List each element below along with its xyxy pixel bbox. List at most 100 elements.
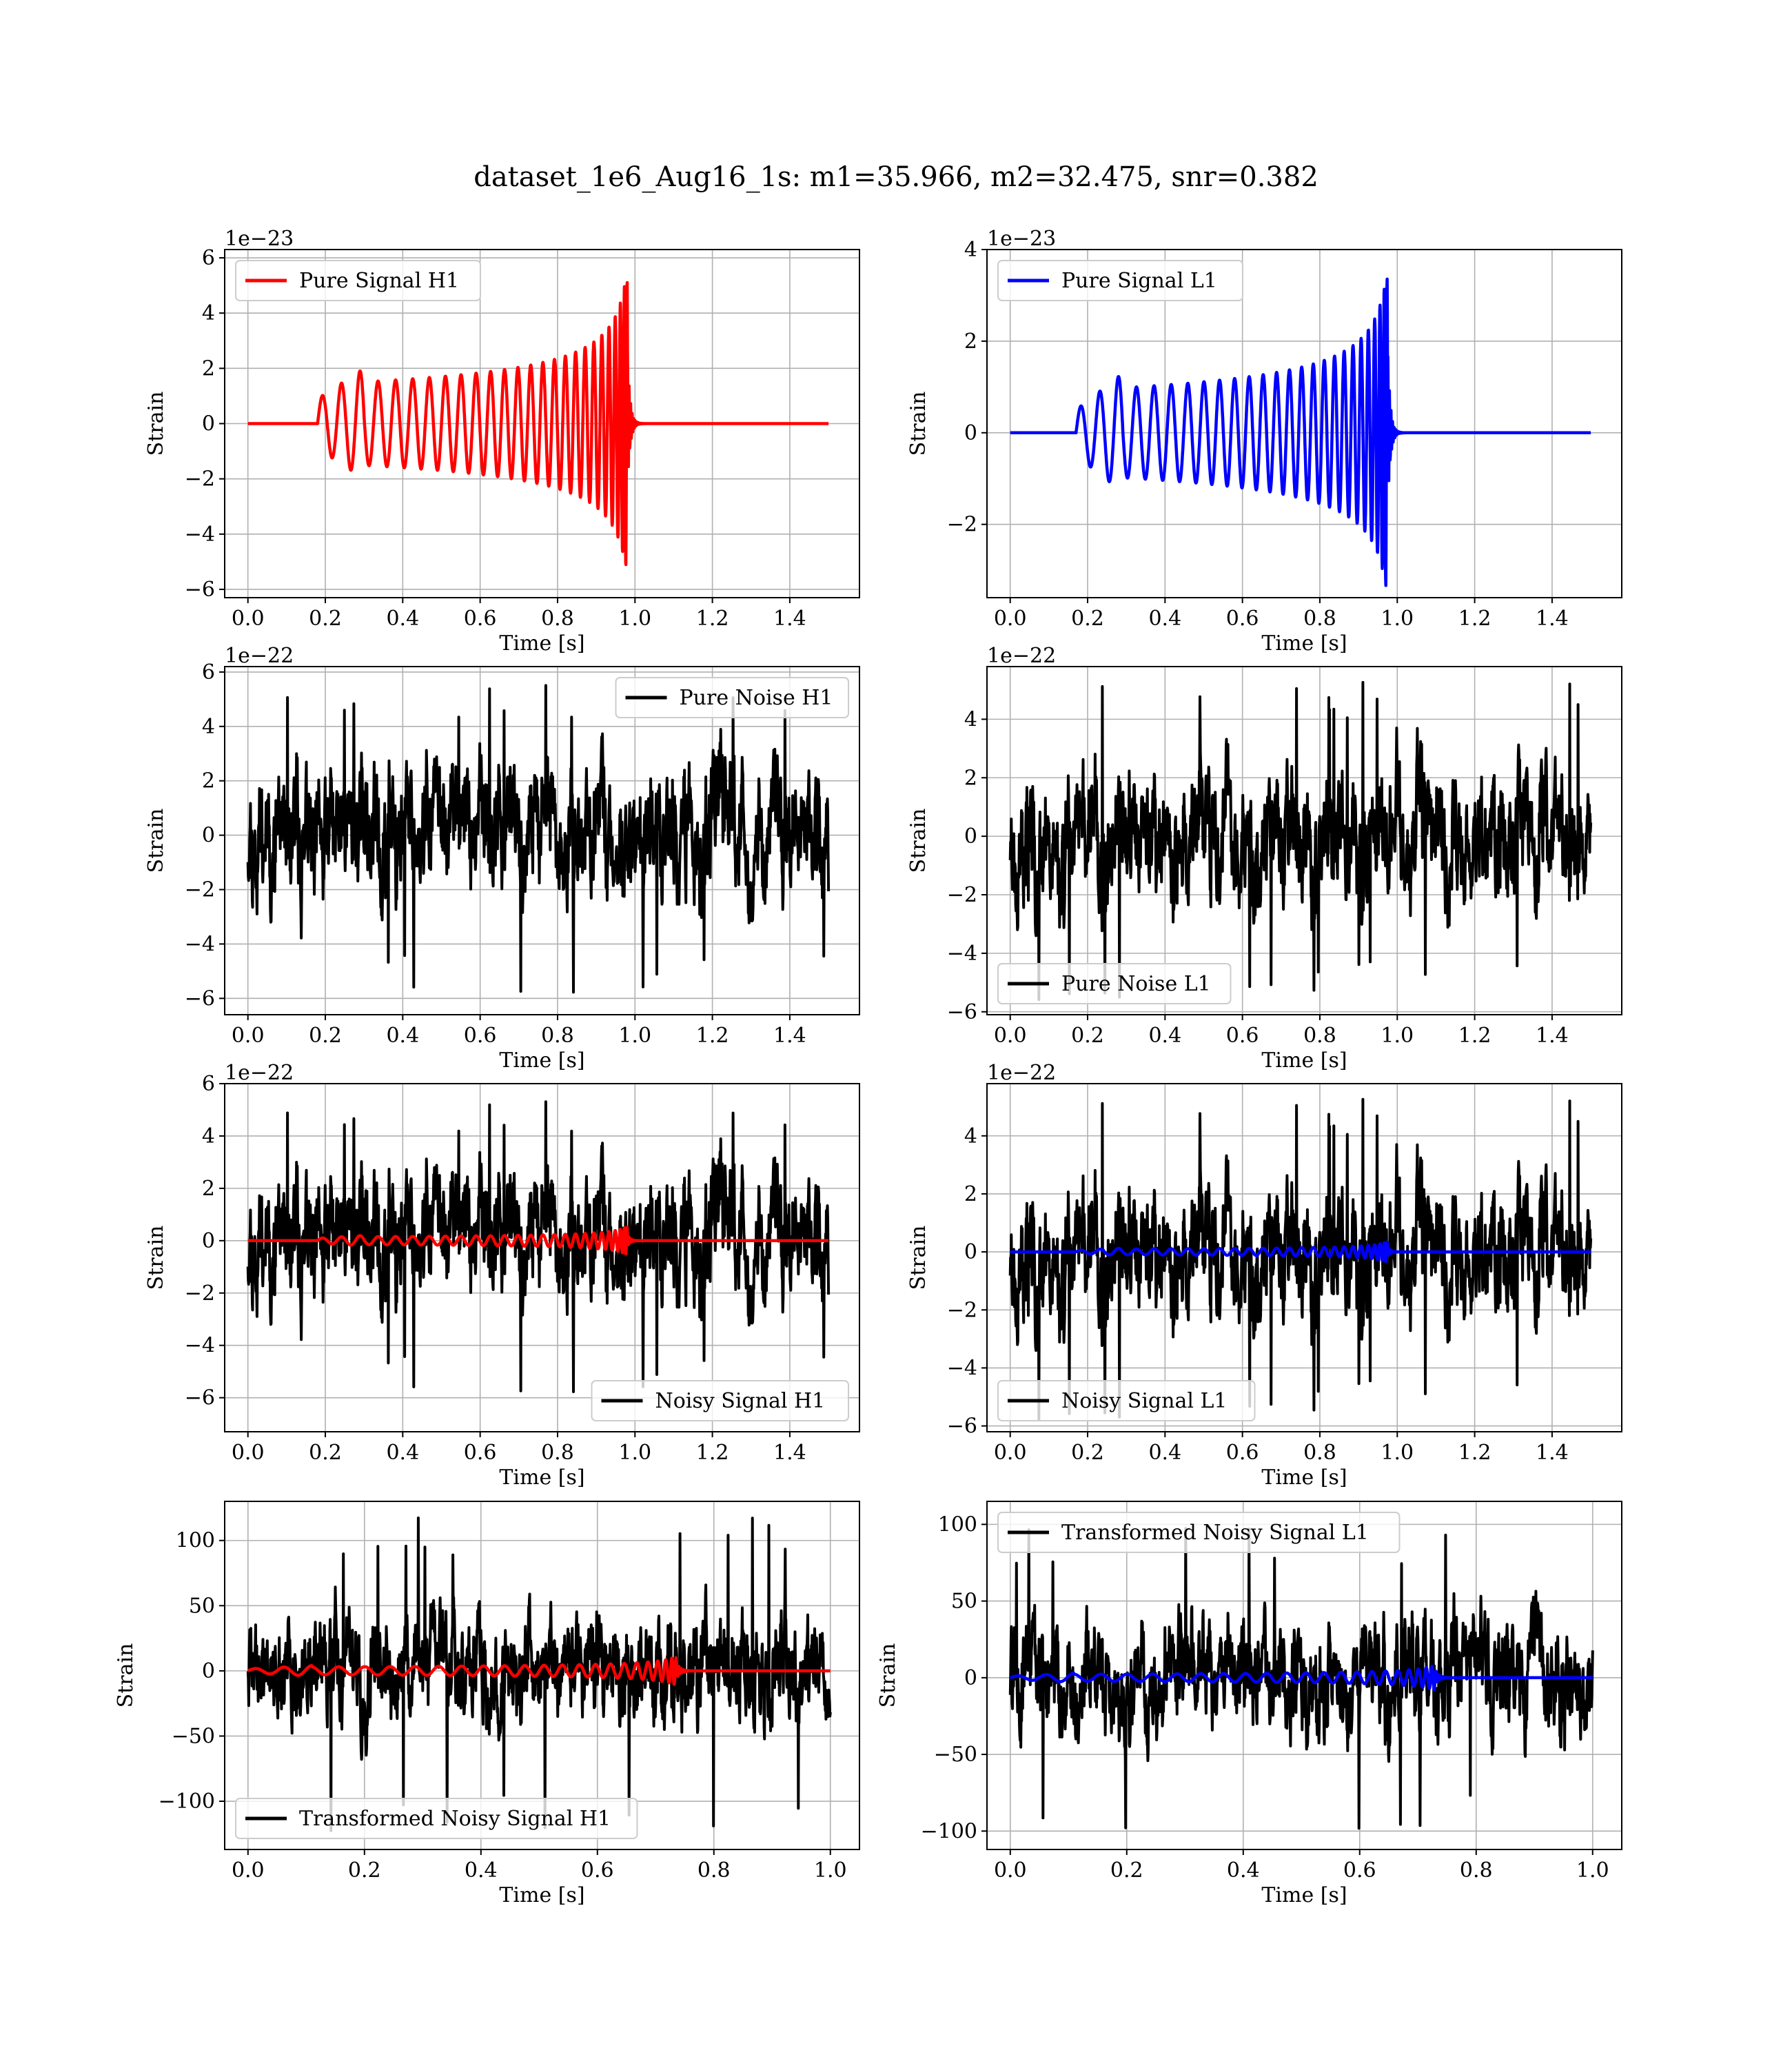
x-tick-label: 1.4 bbox=[1536, 607, 1569, 631]
x-tick-label: 0.0 bbox=[232, 1858, 265, 1883]
x-tick-label: 0.6 bbox=[1226, 607, 1259, 631]
x-tick-label: 1.4 bbox=[1536, 1441, 1569, 1465]
x-tick-label: 1.0 bbox=[618, 1024, 651, 1048]
x-tick-label: 1.2 bbox=[1458, 1024, 1491, 1048]
x-tick-label: 0.8 bbox=[1303, 1441, 1336, 1465]
legend: Noisy Signal H1 bbox=[591, 1380, 849, 1421]
series-line-pure-signal-h1 bbox=[247, 281, 829, 567]
y-tick-label: −4 bbox=[185, 1334, 215, 1358]
axis-offset-label: 1e−22 bbox=[987, 1061, 1056, 1085]
y-tick-label: −2 bbox=[947, 513, 977, 537]
x-tick-label: 0.0 bbox=[994, 1024, 1027, 1048]
legend-label: Pure Signal L1 bbox=[1061, 269, 1217, 293]
axes-frame bbox=[986, 1083, 1622, 1432]
y-tick-label: 0 bbox=[964, 1240, 977, 1264]
y-tick-label: 2 bbox=[202, 1177, 215, 1201]
x-tick-label: 0.2 bbox=[1110, 1858, 1143, 1883]
y-tick-label: 4 bbox=[964, 238, 977, 262]
x-tick-label: 0.4 bbox=[1148, 1441, 1181, 1465]
subplot-pure-signal-l1: 0.0 0.2 0.4 0.6 0.8 1.0 1.2 1.4 −2 0 2 4 Time [s] Str… bbox=[906, 227, 1622, 656]
axes-frame bbox=[986, 666, 1622, 1015]
x-tick-label: 0.4 bbox=[1148, 1024, 1181, 1048]
subplot-transformed-noisy-signal-h1: 0.0 0.2 0.4 0.6 0.8 1.0 −100 −50 0 50 100 Time [s] S… bbox=[114, 1501, 860, 1907]
legend-box bbox=[997, 260, 1243, 301]
legend-box bbox=[997, 963, 1232, 1004]
legend-label: Pure Noise H1 bbox=[680, 686, 833, 710]
y-tick-label: 50 bbox=[951, 1590, 977, 1614]
x-tick-label: 0.6 bbox=[464, 1441, 497, 1465]
axes-frame bbox=[224, 1501, 860, 1850]
x-tick-label: 0.2 bbox=[1071, 1441, 1104, 1465]
series-group bbox=[1008, 680, 1593, 1002]
y-tick-label: −2 bbox=[185, 467, 215, 491]
legend: Noisy Signal L1 bbox=[997, 1380, 1256, 1421]
x-tick-label: 0.8 bbox=[1303, 1024, 1336, 1048]
x-tick-label: 0.4 bbox=[386, 607, 419, 631]
series-line-noisy-signal-l1 bbox=[1008, 1097, 1593, 1421]
legend-label: Noisy Signal L1 bbox=[1061, 1389, 1227, 1413]
y-tick-label: 4 bbox=[202, 1124, 215, 1148]
x-tick-label: 1.2 bbox=[696, 1024, 729, 1048]
series-group bbox=[1008, 1527, 1594, 1830]
series-line-chirp-overlay bbox=[247, 1226, 829, 1256]
series-line-pure-noise-l1 bbox=[1008, 680, 1593, 1002]
x-tick-label: 0.4 bbox=[1227, 1858, 1260, 1883]
y-tick-label: 2 bbox=[964, 330, 977, 354]
y-tick-label: 2 bbox=[202, 356, 215, 381]
x-tick-label: 0.2 bbox=[1071, 1024, 1104, 1048]
series-line-pure-noise-h1 bbox=[246, 684, 831, 994]
x-axis-label: Time [s] bbox=[499, 1466, 584, 1490]
x-tick-label: 0.8 bbox=[541, 1441, 574, 1465]
legend: Pure Noise H1 bbox=[615, 677, 849, 718]
y-tick-label: 0 bbox=[202, 824, 215, 848]
legend-box bbox=[997, 1512, 1401, 1553]
x-axis-label: Time [s] bbox=[1261, 1466, 1347, 1490]
y-tick-label: −2 bbox=[185, 1281, 215, 1306]
series-group bbox=[247, 281, 829, 567]
y-axis-label: Strain bbox=[906, 392, 930, 456]
legend-label: Pure Signal H1 bbox=[299, 269, 459, 293]
x-tick-label: 0.0 bbox=[232, 1024, 265, 1048]
x-tick-label: 0.2 bbox=[309, 1441, 342, 1465]
y-tick-label: 4 bbox=[202, 715, 215, 739]
y-tick-label: 4 bbox=[964, 707, 977, 731]
x-axis-label: Time [s] bbox=[499, 1048, 584, 1073]
axis-offset-label: 1e−22 bbox=[987, 644, 1056, 668]
y-tick-label: 6 bbox=[202, 1072, 215, 1096]
x-tick-label: 1.0 bbox=[814, 1858, 847, 1883]
x-tick-label: 0.6 bbox=[1343, 1858, 1376, 1883]
subplot-transformed-noisy-signal-l1: 0.0 0.2 0.4 0.6 0.8 1.0 −100 −50 0 50 100 Time [s] S… bbox=[876, 1501, 1622, 1907]
series-group bbox=[246, 1517, 832, 1832]
y-tick-label: −6 bbox=[185, 986, 215, 1011]
legend: Pure Noise L1 bbox=[997, 963, 1232, 1004]
x-tick-label: 0.6 bbox=[1226, 1441, 1259, 1465]
x-tick-label: 1.4 bbox=[773, 1024, 806, 1048]
legend-box bbox=[235, 260, 481, 301]
x-tick-label: 0.0 bbox=[232, 607, 265, 631]
y-axis-label: Strain bbox=[144, 809, 168, 873]
y-axis-label: Strain bbox=[876, 1643, 900, 1708]
x-tick-label: 0.6 bbox=[1226, 1024, 1259, 1048]
legend-label: Transformed Noisy Signal L1 bbox=[1061, 1521, 1369, 1545]
y-tick-label: −4 bbox=[947, 1356, 977, 1380]
axes-frame bbox=[986, 249, 1622, 598]
axis-offset-label: 1e−22 bbox=[225, 1061, 294, 1085]
x-axis-label: Time [s] bbox=[1261, 1883, 1347, 1907]
x-tick-label: 0.2 bbox=[348, 1858, 381, 1883]
y-tick-label: −6 bbox=[185, 1386, 215, 1410]
series-line-chirp-overlay bbox=[1010, 1240, 1591, 1264]
y-tick-label: −4 bbox=[185, 932, 215, 956]
series-group bbox=[246, 1100, 831, 1393]
x-tick-label: 1.2 bbox=[1458, 1441, 1491, 1465]
y-axis-label: Strain bbox=[906, 1226, 930, 1290]
x-tick-label: 1.0 bbox=[1381, 1024, 1414, 1048]
y-tick-label: −50 bbox=[934, 1743, 977, 1767]
series-line-transformed-noisy-signal-h1 bbox=[246, 1517, 832, 1832]
x-tick-label: 1.4 bbox=[1536, 1024, 1569, 1048]
y-tick-label: −2 bbox=[185, 878, 215, 902]
x-tick-label: 0.8 bbox=[541, 1024, 574, 1048]
legend: Pure Signal L1 bbox=[997, 260, 1243, 301]
series-line-noisy-signal-h1 bbox=[246, 1100, 831, 1393]
y-tick-label: −2 bbox=[947, 883, 977, 907]
legend: Pure Signal H1 bbox=[235, 260, 481, 301]
